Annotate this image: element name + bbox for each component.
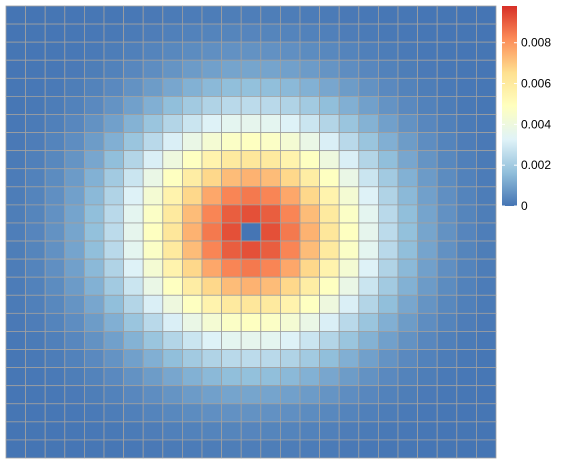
heatmap-cell <box>475 439 497 459</box>
colorbar <box>502 6 517 206</box>
colorbar-tick-label: 0 <box>521 199 528 213</box>
colorbar-tick-label: 0.002 <box>521 158 551 172</box>
colorbar-tick-label: 0.008 <box>521 36 551 50</box>
colorbar-tick-label: 0.006 <box>521 77 551 91</box>
colorbar-ticks: 0 0.002 0.004 0.006 0.008 <box>502 36 551 213</box>
colorbar-tick-label: 0.004 <box>521 117 551 131</box>
